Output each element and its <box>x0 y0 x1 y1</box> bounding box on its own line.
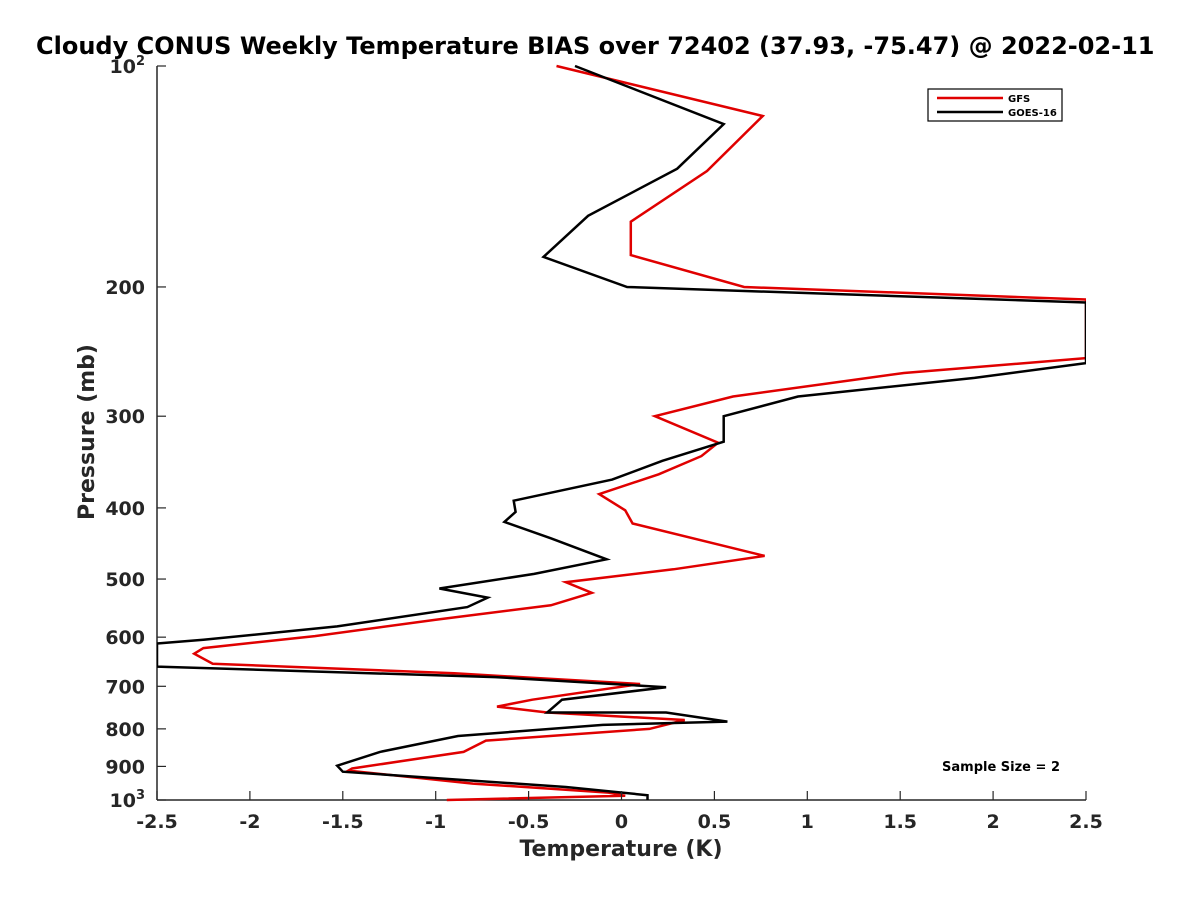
legend-label-goes-16: GOES-16 <box>1008 108 1057 119</box>
series-line-goes-16 <box>157 64 1086 800</box>
y-tick-label: 102 <box>110 54 146 78</box>
y-tick-label: 500 <box>105 569 145 591</box>
legend-box <box>927 88 1063 122</box>
y-tick-label: 900 <box>105 756 145 778</box>
axes <box>156 66 1086 801</box>
y-tick-label: 300 <box>105 406 145 428</box>
sample-size-annotation: Sample Size = 2 <box>942 760 1060 775</box>
x-tick-label: -0.5 <box>508 811 550 833</box>
x-tick-label: 0.5 <box>698 811 732 833</box>
x-tick-label: 2.5 <box>1069 811 1103 833</box>
ticks: -2.5 -2 -1.5 -1 -0.5 0 0.5 1 1.5 2 2.5 102 200 300 400… <box>105 54 1103 833</box>
x-tick-label: -2 <box>239 811 260 833</box>
x-tick-label: 0 <box>615 811 628 833</box>
chart-title: Cloudy CONUS Weekly Temperature BIAS ove… <box>36 32 1154 60</box>
x-tick-label: 1 <box>801 811 814 833</box>
legend-label-gfs: GFS <box>1008 94 1030 105</box>
series-line-gfs <box>191 64 1086 802</box>
y-axis-label: Pressure (mb) <box>75 344 100 520</box>
y-tick-label: 400 <box>105 498 145 520</box>
x-axis-label: Temperature (K) <box>519 837 722 862</box>
y-tick-label: 200 <box>105 277 145 299</box>
y-tick-label: 103 <box>110 788 146 812</box>
y-tick-label: 700 <box>105 676 145 698</box>
series-layer <box>157 64 1086 802</box>
x-tick-label: -1.5 <box>322 811 364 833</box>
y-tick-label: 800 <box>105 719 145 741</box>
x-tick-label: 2 <box>986 811 999 833</box>
legend: GFS GOES-16 <box>927 88 1063 122</box>
x-tick-label: -1 <box>425 811 446 833</box>
y-tick-label: 600 <box>105 627 145 649</box>
x-tick-label: -2.5 <box>136 811 178 833</box>
x-tick-label: 1.5 <box>883 811 917 833</box>
